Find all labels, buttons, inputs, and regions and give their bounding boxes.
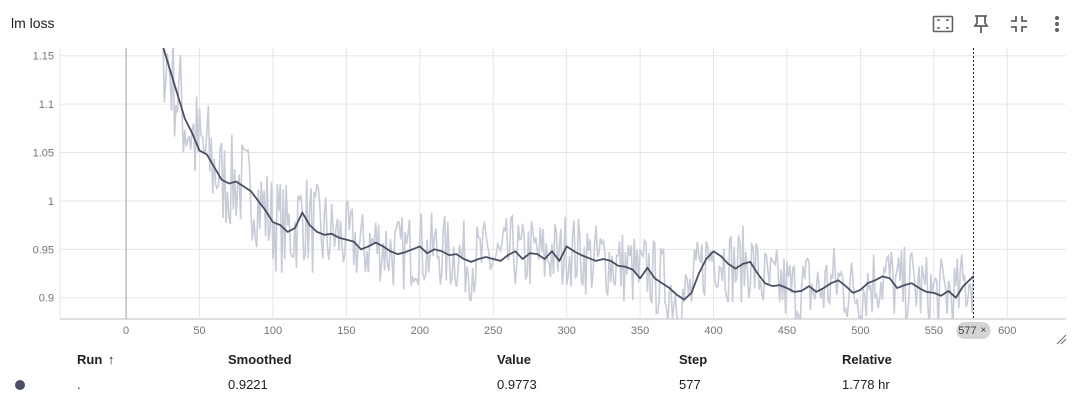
chart-grid xyxy=(59,48,1066,320)
resize-handle[interactable] xyxy=(1056,334,1067,345)
raw-series xyxy=(162,48,975,319)
y-tick-label: 1.15 xyxy=(33,51,54,63)
x-tick-label: 250 xyxy=(484,325,502,337)
collapse-icon xyxy=(1011,16,1027,32)
header-run[interactable]: Run ↑ xyxy=(77,352,114,367)
row-value: 0.9773 xyxy=(497,377,537,392)
x-tick-label: 100 xyxy=(264,325,282,337)
x-tick-label: 500 xyxy=(851,325,869,337)
y-tick-label: 0.9 xyxy=(39,293,54,305)
run-color-dot xyxy=(15,380,25,390)
header-step: Step xyxy=(679,352,708,367)
card-header: lm loss xyxy=(0,0,1080,46)
header-value: Value xyxy=(497,352,531,367)
line-chart[interactable]: 0.9 0.95 1 1.05 1.1 1.15 0 50 100 150 200 250 300 35… xyxy=(0,46,1080,346)
row-run: . xyxy=(77,377,81,392)
collapse-button[interactable] xyxy=(1006,12,1032,36)
more-vert-icon xyxy=(1055,16,1059,32)
y-tick-label: 1 xyxy=(48,196,54,208)
smoothed-line xyxy=(162,48,975,301)
more-options-button[interactable] xyxy=(1044,12,1070,36)
x-tick-label: 150 xyxy=(337,325,355,337)
y-tick-label: 1.1 xyxy=(39,99,54,111)
x-tick-label: 300 xyxy=(557,325,575,337)
x-tick-label: 50 xyxy=(193,325,205,337)
raw-line xyxy=(162,48,975,319)
pin-button[interactable] xyxy=(968,12,994,36)
y-tick-label: 1.05 xyxy=(33,148,54,160)
x-axis-ticks: 0 50 100 150 200 250 300 350 400 450 500 550 600 xyxy=(123,325,1016,337)
fit-domain-button[interactable] xyxy=(930,12,956,36)
x-tick-label: 350 xyxy=(631,325,649,337)
row-step: 577 xyxy=(679,377,701,392)
x-tick-label: 200 xyxy=(411,325,429,337)
x-tick-label: 400 xyxy=(704,325,722,337)
x-tick-label: 600 xyxy=(998,325,1016,337)
header-relative: Relative xyxy=(842,352,892,367)
smoothed-series xyxy=(162,48,975,301)
x-tick-label: 450 xyxy=(778,325,796,337)
y-tick-label: 0.95 xyxy=(33,244,54,256)
cursor-chip xyxy=(956,322,991,339)
chart-title: lm loss xyxy=(11,15,55,31)
header-smoothed: Smoothed xyxy=(228,352,292,367)
x-tick-label: 550 xyxy=(925,325,943,337)
x-tick-label: 0 xyxy=(123,325,129,337)
cursor-close-icon[interactable]: × xyxy=(981,325,987,336)
chart-toolbar xyxy=(930,12,1070,36)
y-axis-ticks: 0.9 0.95 1 1.05 1.1 1.15 xyxy=(33,51,54,305)
row-relative: 1.778 hr xyxy=(842,377,890,392)
row-smoothed: 0.9221 xyxy=(228,377,268,392)
step-cursor[interactable]: 577 × xyxy=(956,48,991,339)
cursor-step-label: 577 xyxy=(958,325,976,337)
header-run-label: Run xyxy=(77,352,103,367)
fit-domain-icon xyxy=(932,15,954,33)
sort-arrow-icon: ↑ xyxy=(107,352,115,367)
pin-icon xyxy=(973,15,989,33)
